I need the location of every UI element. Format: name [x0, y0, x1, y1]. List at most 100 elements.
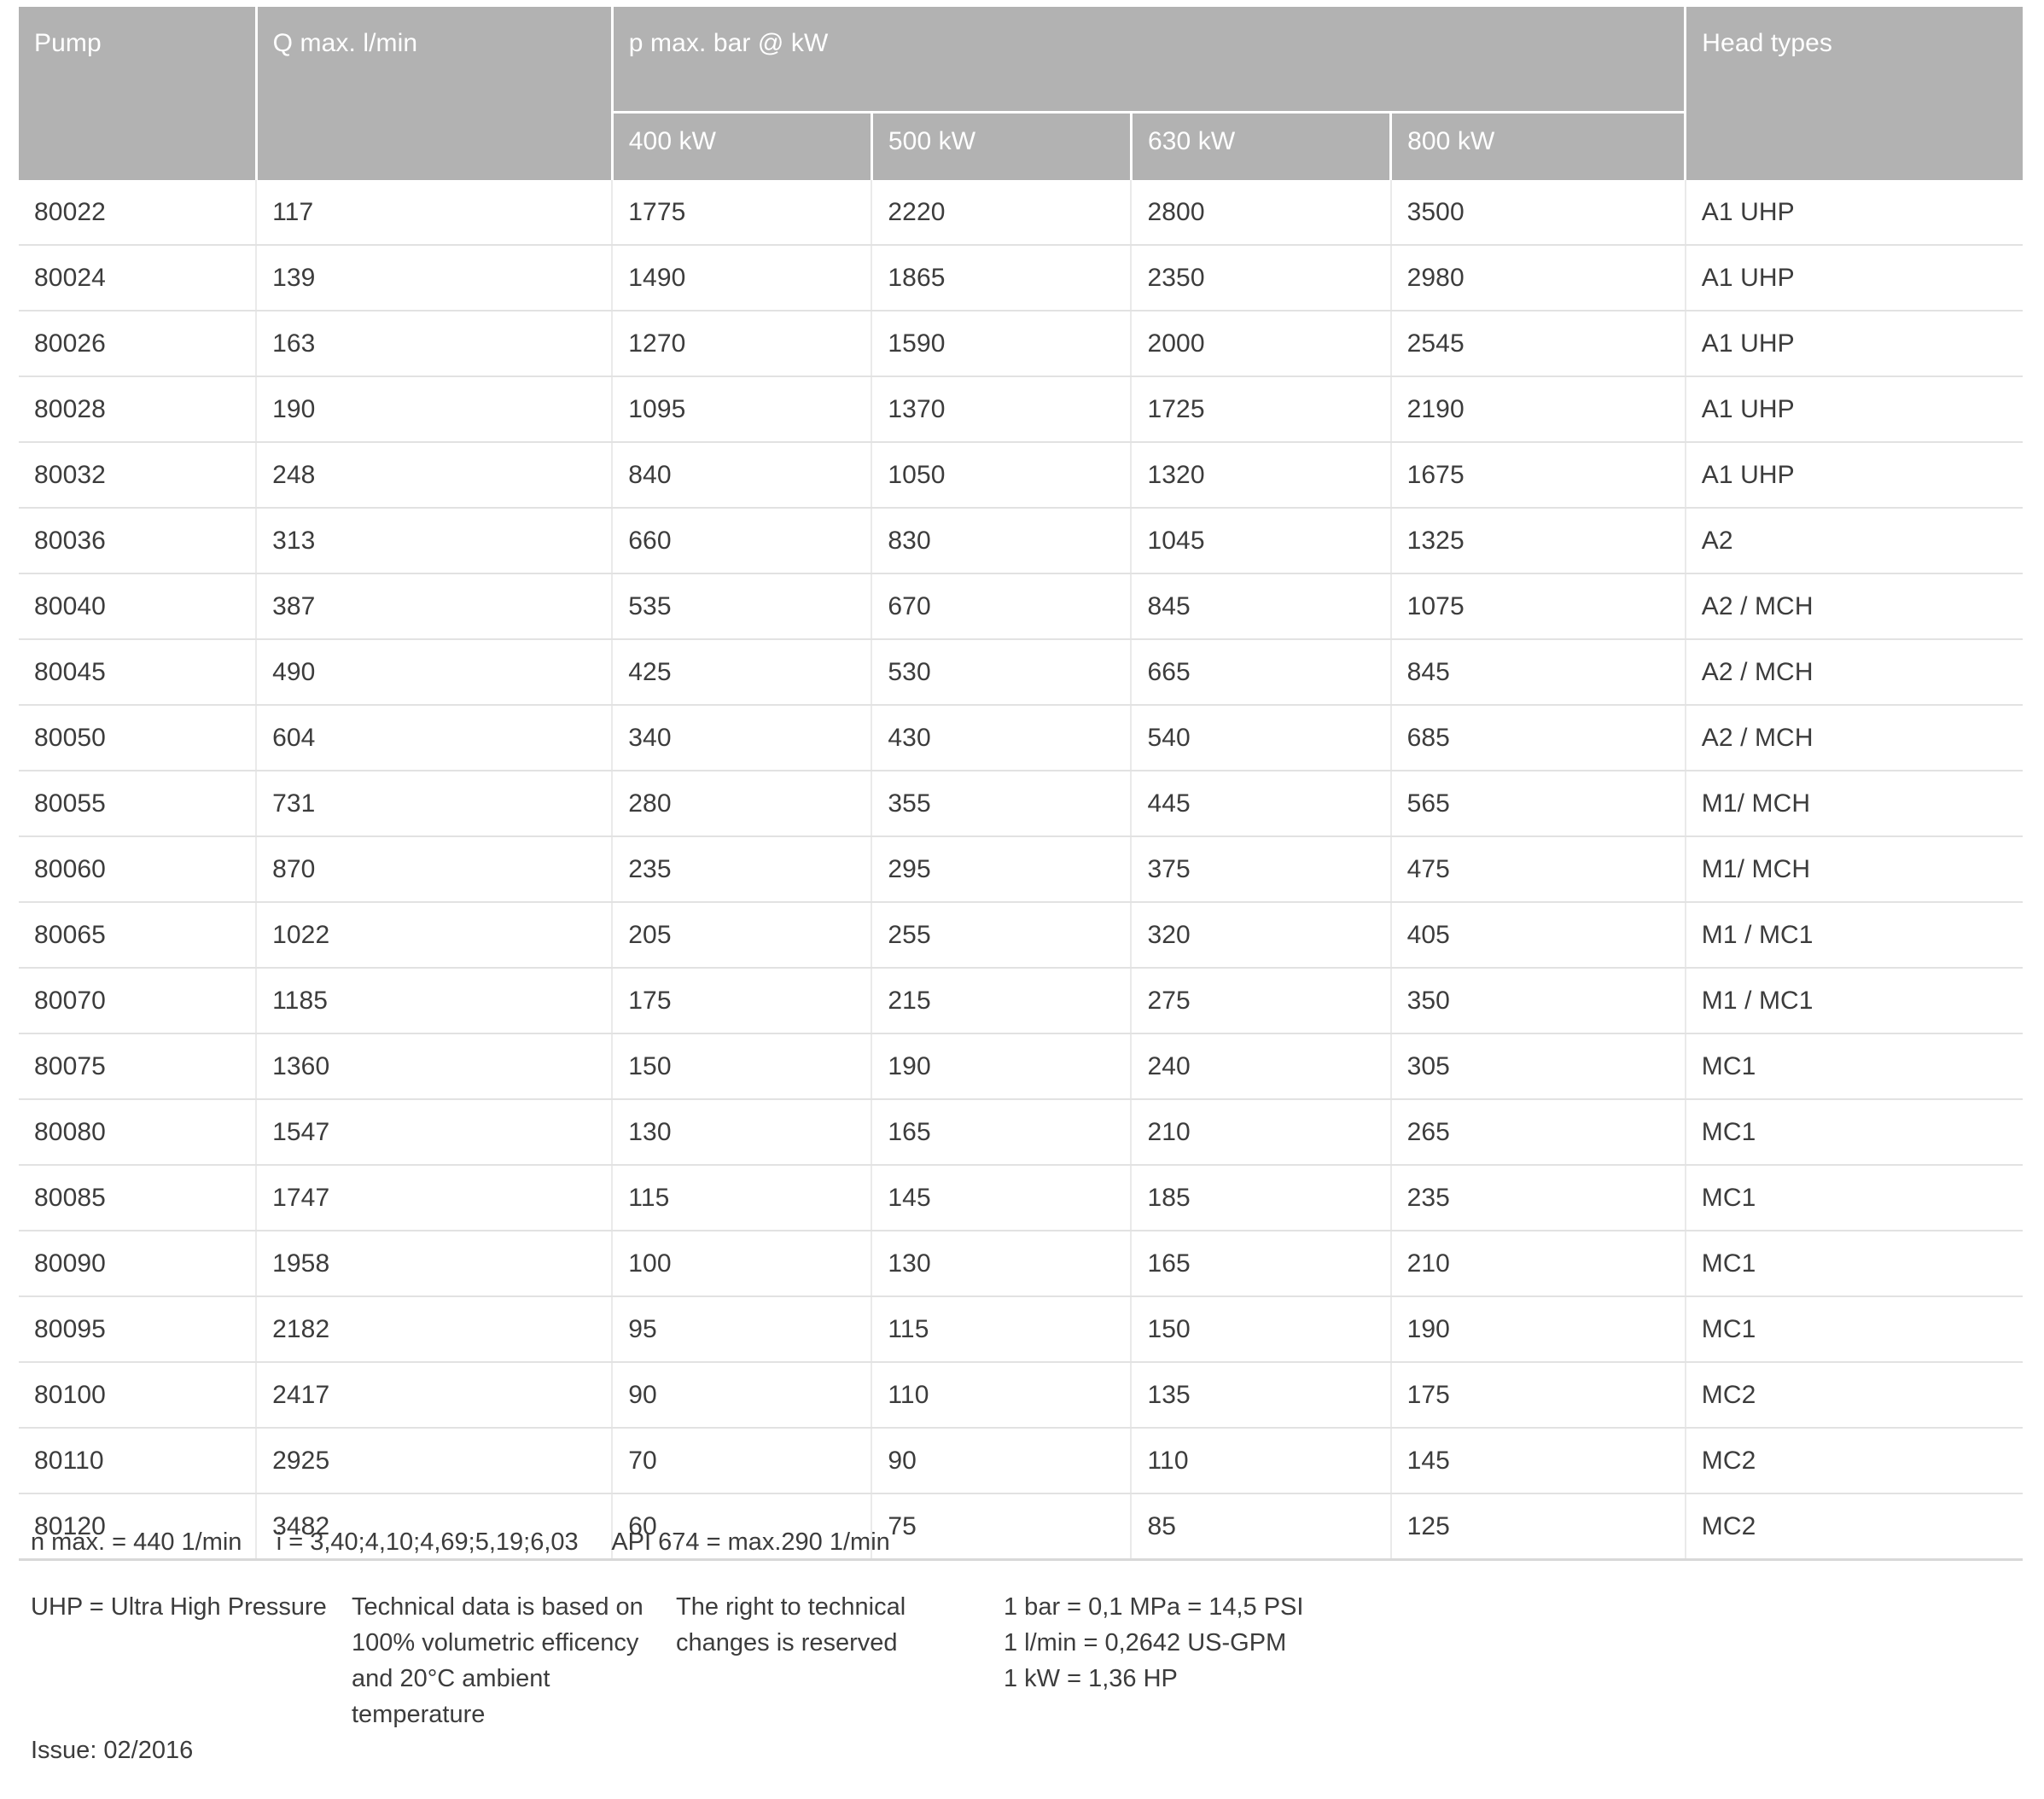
cell-p-630kw: 135: [1131, 1362, 1392, 1429]
cell-p-630kw: 240: [1131, 1033, 1392, 1100]
cell-head-type: A1 UHP: [1685, 311, 2023, 377]
cell-p-500kw: 430: [871, 705, 1133, 771]
note-speed-ratio: n max. = 440 1/min i = 3,40;4,10;4,69;5,…: [31, 1528, 890, 1556]
cell-q-max: 2925: [256, 1428, 614, 1494]
cell-pump: 80050: [19, 705, 258, 771]
cell-p-400kw: 1490: [612, 245, 873, 311]
cell-p-800kw: 2545: [1390, 311, 1686, 377]
cell-p-400kw: 340: [612, 705, 873, 771]
cell-head-type: MC2: [1685, 1493, 2023, 1561]
table-row: 80060 870 235 295 375 475 M1/ MCH: [19, 836, 2023, 903]
conversion-kw: 1 kW = 1,36 HP: [1004, 1665, 1178, 1693]
cell-p-630kw: 2000: [1131, 311, 1392, 377]
table-row: 80070 1185 175 215 275 350 M1 / MC1: [19, 968, 2023, 1034]
cell-pump: 80024: [19, 245, 258, 311]
conversion-lmin: 1 l/min = 0,2642 US-GPM: [1004, 1629, 1287, 1657]
cell-p-500kw: 110: [871, 1362, 1133, 1429]
cell-p-800kw: 265: [1390, 1099, 1686, 1166]
cell-q-max: 3482: [256, 1493, 614, 1561]
cell-p-630kw: 1725: [1131, 376, 1392, 443]
cell-p-500kw: 215: [871, 968, 1133, 1034]
cell-p-630kw: 185: [1131, 1165, 1392, 1231]
note-uhp-legend: UHP = Ultra High Pressure: [31, 1593, 327, 1621]
column-header-pump: Pump: [19, 7, 258, 180]
cell-pump: 80055: [19, 771, 258, 837]
cell-head-type: M1/ MCH: [1685, 836, 2023, 903]
column-header-p-max-group: p max. bar @ kW: [612, 7, 1687, 113]
table-row: 80080 1547 130 165 210 265 MC1: [19, 1099, 2023, 1166]
cell-p-500kw: 1050: [871, 442, 1133, 509]
cell-p-800kw: 2980: [1390, 245, 1686, 311]
table-row: 80036 313 660 830 1045 1325 A2: [19, 508, 2023, 574]
table-row: 80050 604 340 430 540 685 A2 / MCH: [19, 705, 2023, 771]
cell-p-500kw: 670: [871, 573, 1133, 640]
cell-p-400kw: 425: [612, 639, 873, 706]
cell-p-800kw: 405: [1390, 902, 1686, 969]
cell-head-type: MC1: [1685, 1296, 2023, 1363]
issue-date: Issue: 02/2016: [31, 1737, 194, 1764]
table-header: Pump Q max. l/min p max. bar @ kW Head t…: [19, 7, 2023, 180]
cell-p-630kw: 165: [1131, 1231, 1392, 1297]
cell-q-max: 1022: [256, 902, 614, 969]
cell-p-800kw: 145: [1390, 1428, 1686, 1494]
table-row: 80075 1360 150 190 240 305 MC1: [19, 1033, 2023, 1100]
cell-p-630kw: 2350: [1131, 245, 1392, 311]
cell-p-630kw: 375: [1131, 836, 1392, 903]
cell-head-type: M1 / MC1: [1685, 968, 2023, 1034]
table-row: 80065 1022 205 255 320 405 M1 / MC1: [19, 902, 2023, 969]
cell-pump: 80026: [19, 311, 258, 377]
cell-head-type: A2 / MCH: [1685, 639, 2023, 706]
cell-p-400kw: 1775: [612, 180, 873, 246]
cell-pump: 80070: [19, 968, 258, 1034]
cell-head-type: A1 UHP: [1685, 180, 2023, 246]
cell-p-400kw: 1095: [612, 376, 873, 443]
cell-p-500kw: 830: [871, 508, 1133, 574]
cell-pump: 80028: [19, 376, 258, 443]
cell-pump: 80120: [19, 1493, 258, 1561]
column-header-630kw: 630 kW: [1131, 111, 1393, 180]
cell-p-500kw: 1865: [871, 245, 1133, 311]
header-row-secondary: 400 kW 500 kW 630 kW 800 kW: [19, 111, 2023, 180]
cell-p-630kw: 150: [1131, 1296, 1392, 1363]
table-row: 80026 163 1270 1590 2000 2545 A1 UHP: [19, 311, 2023, 377]
cell-head-type: MC1: [1685, 1231, 2023, 1297]
note-changes-reserved: The right to technical changes is reserv…: [676, 1593, 906, 1657]
cell-p-800kw: 475: [1390, 836, 1686, 903]
column-header-800kw: 800 kW: [1390, 111, 1687, 180]
cell-p-400kw: 175: [612, 968, 873, 1034]
cell-p-630kw: 110: [1131, 1428, 1392, 1494]
cell-p-400kw: 235: [612, 836, 873, 903]
cell-pump: 80100: [19, 1362, 258, 1429]
cell-head-type: MC2: [1685, 1362, 2023, 1429]
header-row-primary: Pump Q max. l/min p max. bar @ kW Head t…: [19, 7, 2023, 180]
cell-q-max: 1547: [256, 1099, 614, 1166]
cell-q-max: 2417: [256, 1362, 614, 1429]
cell-q-max: 490: [256, 639, 614, 706]
cell-p-500kw: 75: [871, 1493, 1133, 1561]
table-body: 80022 117 1775 2220 2800 3500 A1 UHP 80024 139 14…: [19, 180, 2023, 1561]
cell-p-800kw: 2190: [1390, 376, 1686, 443]
cell-q-max: 248: [256, 442, 614, 509]
cell-q-max: 1360: [256, 1033, 614, 1100]
cell-pump: 80032: [19, 442, 258, 509]
cell-p-500kw: 115: [871, 1296, 1133, 1363]
cell-head-type: A2 / MCH: [1685, 573, 2023, 640]
table-row: 80085 1747 115 145 185 235 MC1: [19, 1165, 2023, 1231]
cell-p-400kw: 60: [612, 1493, 873, 1561]
cell-head-type: M1 / MC1: [1685, 902, 2023, 969]
cell-q-max: 1958: [256, 1231, 614, 1297]
column-header-500kw: 500 kW: [871, 111, 1133, 180]
cell-p-800kw: 235: [1390, 1165, 1686, 1231]
cell-p-800kw: 125: [1390, 1493, 1686, 1561]
cell-head-type: A1 UHP: [1685, 376, 2023, 443]
cell-pump: 80060: [19, 836, 258, 903]
cell-q-max: 2182: [256, 1296, 614, 1363]
table-row: 80022 117 1775 2220 2800 3500 A1 UHP: [19, 180, 2023, 246]
cell-q-max: 117: [256, 180, 614, 246]
table-row: 80024 139 1490 1865 2350 2980 A1 UHP: [19, 245, 2023, 311]
table-row: 80045 490 425 530 665 845 A2 / MCH: [19, 639, 2023, 706]
cell-p-800kw: 210: [1390, 1231, 1686, 1297]
cell-p-500kw: 130: [871, 1231, 1133, 1297]
table-row: 80095 2182 95 115 150 190 MC1: [19, 1296, 2023, 1363]
cell-p-630kw: 2800: [1131, 180, 1392, 246]
